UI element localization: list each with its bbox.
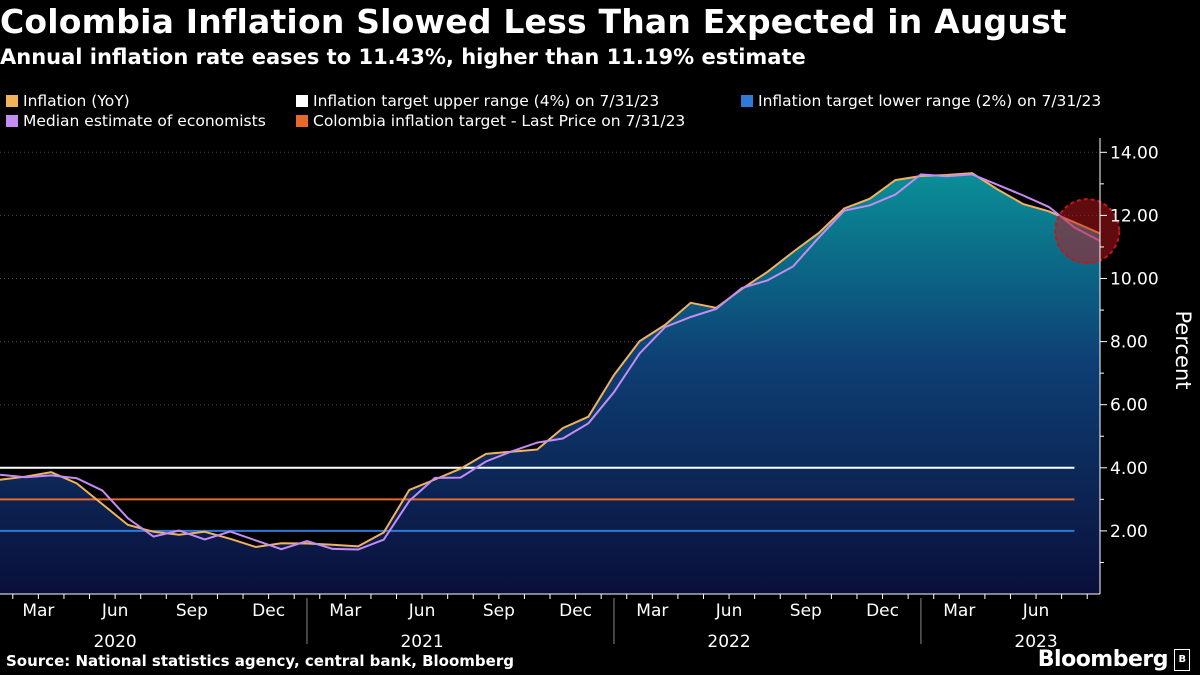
x-year-label-2020: 2020 [93,632,136,648]
legend-swatch-inflation [6,95,18,107]
x-month-label: Sep [790,601,822,621]
legend-item-lower-range: Inflation target lower range (2%) on 7/3… [741,92,1101,110]
x-year-label-2023: 2023 [1014,632,1057,648]
y-tick-label-4: 4.00 [1110,459,1148,479]
y-tick-label-14: 14.00 [1110,143,1159,163]
x-month-label: Sep [176,601,208,621]
legend-swatch-upper-range [296,95,308,107]
inflation-chart: 2.00 4.00 6.00 8.00 10.00 12.00 14.00 Percent Ma… [0,138,1195,648]
chart-subtitle: Annual inflation rate eases to 11.43%, h… [0,45,806,69]
legend-label-inflation: Inflation (YoY) [23,92,130,110]
source-note: Source: National statistics agency, cent… [6,652,514,670]
x-year-label-2021: 2021 [400,632,443,648]
legend-swatch-median [6,115,18,127]
legend-item-inflation: Inflation (YoY) [6,92,130,110]
x-year-label-2022: 2022 [707,632,750,648]
legend-label-median: Median estimate of economists [23,112,266,130]
x-month-label: Jun [1022,601,1050,621]
x-month-label: Mar [943,601,975,621]
legend-item-median: Median estimate of economists [6,112,266,130]
legend-swatch-target [296,115,308,127]
legend-label-target: Colombia inflation target - Last Price o… [313,112,686,130]
legend-label-lower-range: Inflation target lower range (2%) on 7/3… [758,92,1102,110]
inflation-area [0,173,1100,594]
y-axis-title: Percent [1171,310,1195,389]
legend-item-upper-range: Inflation target upper range (4%) on 7/3… [296,92,659,110]
legend: Inflation (YoY) Inflation target upper r… [0,90,1200,134]
x-month-label: Dec [252,601,285,621]
inflation-area-fill [0,173,1100,594]
x-month-label: Jun [715,601,743,621]
y-tick-label-12: 12.00 [1110,206,1159,226]
x-month-label: Jun [101,601,129,621]
chart-title: Colombia Inflation Slowed Less Than Expe… [0,2,1067,41]
legend-item-target: Colombia inflation target - Last Price o… [296,112,685,130]
x-month-label: Mar [636,601,668,621]
median-estimate-line [0,173,1101,551]
x-month-label: Jun [408,601,436,621]
brand-mark-icon: B [1174,648,1190,671]
x-month-label: Mar [329,601,361,621]
legend-swatch-lower-range [741,95,753,107]
legend-label-upper-range: Inflation target upper range (4%) on 7/3… [313,92,660,110]
x-month-label: Dec [866,601,899,621]
x-month-label: Dec [559,601,592,621]
y-tick-label-2: 2.00 [1110,522,1148,542]
y-tick-label-6: 6.00 [1110,396,1148,416]
axes: 2.00 4.00 6.00 8.00 10.00 12.00 14.00 Percent Ma… [0,138,1195,648]
x-month-label: Mar [22,601,54,621]
y-tick-label-10: 10.00 [1110,270,1159,290]
y-tick-label-8: 8.00 [1110,333,1148,353]
bloomberg-logo: Bloomberg B [1038,647,1190,672]
brand-name: Bloomberg [1037,647,1169,672]
x-month-label: Sep [483,601,515,621]
series-lines [0,172,1101,551]
